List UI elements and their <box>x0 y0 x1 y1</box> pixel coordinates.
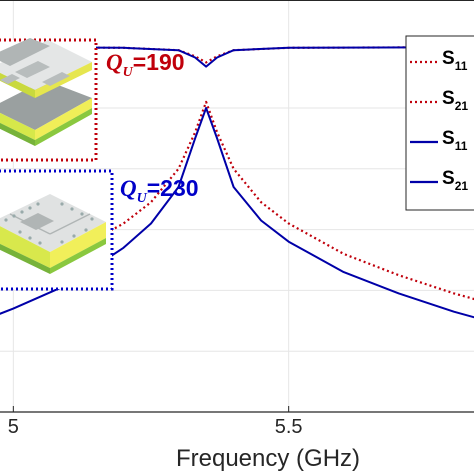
series-line-2 <box>0 46 474 68</box>
upper-pcb-illustration <box>0 38 92 146</box>
upper-inset <box>0 38 98 162</box>
series-line-3 <box>0 107 474 319</box>
x-tick-label: 5 <box>8 416 19 438</box>
legend-label: S11 <box>442 128 468 153</box>
legend: S11 S21 S11 S21 <box>405 35 474 211</box>
x-ticks: 5 5.5 <box>8 406 303 438</box>
series-group <box>0 46 474 319</box>
legend-label: S21 <box>442 168 468 193</box>
legend-label: S11 <box>442 48 468 73</box>
qu-230-label: QU=230 <box>120 175 199 206</box>
x-tick-label: 5.5 <box>275 416 303 438</box>
qu-190-label: QU=190 <box>106 49 185 80</box>
legend-label: S21 <box>442 88 468 113</box>
x-axis-label: Frequency (GHz) <box>176 445 360 472</box>
lower-inset <box>0 169 114 291</box>
lower-pcb-illustration <box>0 194 106 274</box>
